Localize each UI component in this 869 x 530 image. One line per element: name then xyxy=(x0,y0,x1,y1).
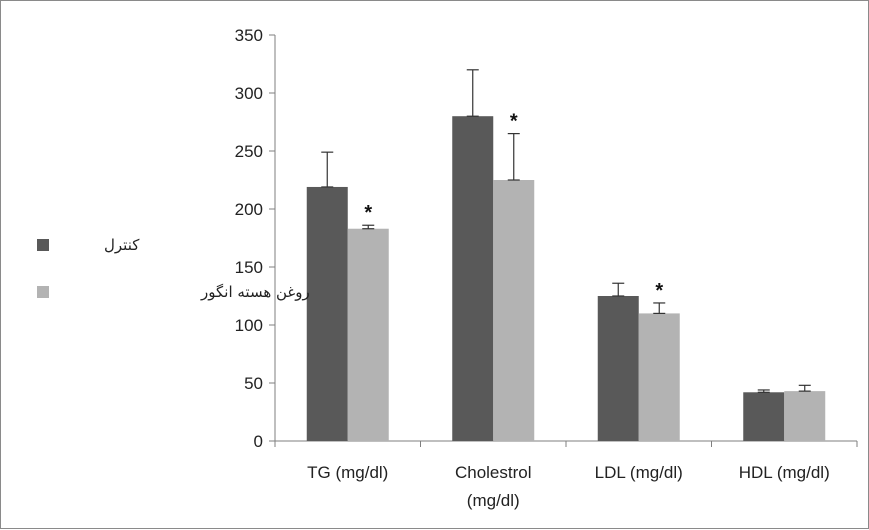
y-tick-label: 250 xyxy=(235,142,263,161)
legend-label-series-1: کنترل xyxy=(104,236,140,254)
x-category-label: TG (mg/dl) xyxy=(307,463,388,482)
legend-swatch-series-2 xyxy=(37,286,49,298)
y-tick-label: 150 xyxy=(235,258,263,277)
y-tick-label: 50 xyxy=(244,374,263,393)
y-tick-label: 0 xyxy=(254,432,263,451)
bar-series-2 xyxy=(347,228,389,441)
x-category-label: HDL (mg/dl) xyxy=(739,463,830,482)
y-tick-label: 100 xyxy=(235,316,263,335)
significance-star: * xyxy=(364,202,372,224)
bar-series-1 xyxy=(452,116,494,441)
legend-label-series-2: روغن هسته انگور xyxy=(200,283,310,301)
bar-series-1 xyxy=(597,296,639,441)
bar-series-1 xyxy=(743,392,785,441)
legend-swatch-series-1 xyxy=(37,239,49,251)
x-category-label: LDL (mg/dl) xyxy=(595,463,683,482)
bar-series-2 xyxy=(638,313,680,441)
y-tick-label: 300 xyxy=(235,84,263,103)
significance-star: * xyxy=(655,280,663,302)
x-category-label: (mg/dl) xyxy=(467,491,520,510)
x-category-label: Cholestrol xyxy=(455,463,532,482)
significance-star: * xyxy=(510,111,518,133)
bar-series-2 xyxy=(784,391,826,441)
bar-series-1 xyxy=(306,186,348,441)
y-tick-label: 200 xyxy=(235,200,263,219)
y-tick-label: 350 xyxy=(235,26,263,45)
bar-series-2 xyxy=(493,180,535,441)
